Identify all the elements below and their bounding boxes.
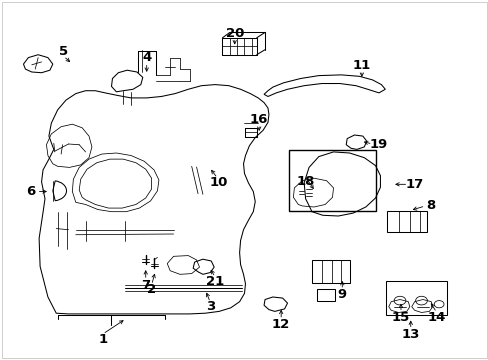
Text: 16: 16 <box>249 113 268 126</box>
Text: 20: 20 <box>225 27 244 40</box>
Text: 1: 1 <box>98 333 107 346</box>
Text: 5: 5 <box>59 45 68 58</box>
Text: 17: 17 <box>405 178 423 191</box>
Text: 9: 9 <box>337 288 346 301</box>
Text: 2: 2 <box>147 283 156 296</box>
Bar <box>288 150 375 211</box>
Text: 4: 4 <box>142 51 151 64</box>
Text: 3: 3 <box>205 300 214 313</box>
Text: 13: 13 <box>401 328 419 341</box>
Bar <box>386 211 427 232</box>
Text: 6: 6 <box>26 185 35 198</box>
Bar <box>311 260 349 283</box>
Text: 7: 7 <box>141 279 150 292</box>
Text: 21: 21 <box>205 275 224 288</box>
Text: 15: 15 <box>391 311 409 324</box>
Text: 19: 19 <box>369 138 387 150</box>
Bar <box>316 289 335 301</box>
Text: 12: 12 <box>271 318 290 331</box>
Text: 14: 14 <box>427 311 445 324</box>
Text: 11: 11 <box>352 59 370 72</box>
Text: 18: 18 <box>296 175 314 188</box>
Bar <box>386 281 447 315</box>
Text: 10: 10 <box>209 176 228 189</box>
Text: 8: 8 <box>426 199 435 212</box>
